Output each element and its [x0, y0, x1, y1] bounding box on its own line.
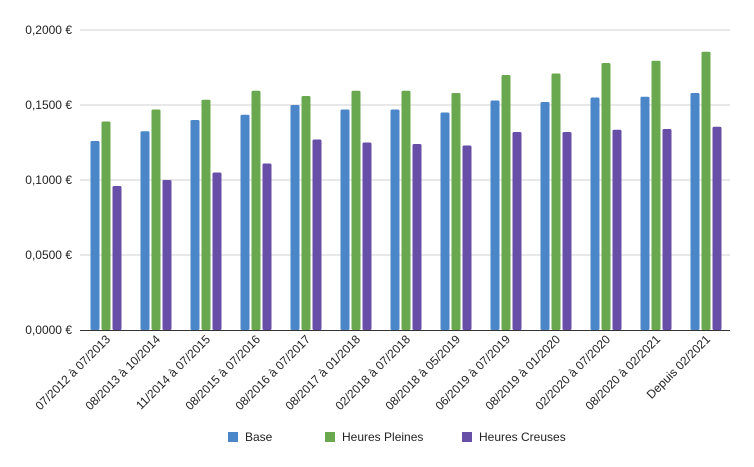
bar-base — [590, 97, 600, 330]
bar-base — [540, 102, 550, 330]
bar-heures-pleines — [101, 121, 111, 330]
legend-swatch — [325, 432, 335, 442]
bar-heures-pleines — [601, 63, 611, 330]
bar-base — [290, 105, 300, 330]
bar-heures-pleines — [701, 51, 711, 330]
bar-heures-creuses — [362, 142, 372, 330]
bar-base — [390, 109, 400, 330]
bar-heures-pleines — [651, 60, 661, 330]
bar-heures-creuses — [712, 126, 722, 330]
bar-heures-creuses — [112, 186, 122, 330]
bar-heures-creuses — [412, 144, 422, 330]
bar-heures-pleines — [551, 73, 561, 330]
bar-heures-creuses — [312, 139, 322, 330]
bar-heures-pleines — [451, 93, 461, 330]
bar-heures-creuses — [612, 129, 622, 330]
bar-base — [240, 114, 250, 330]
y-tick-label: 0,0000 € — [25, 323, 72, 337]
bar-heures-creuses — [212, 172, 222, 330]
bar-heures-pleines — [301, 96, 311, 330]
bar-heures-creuses — [662, 129, 672, 330]
legend-label: Base — [245, 430, 273, 444]
bar-heures-creuses — [262, 163, 272, 330]
bar-base — [440, 112, 450, 330]
legend-swatch — [228, 432, 238, 442]
legend-swatch — [462, 432, 472, 442]
bar-heures-pleines — [351, 90, 361, 330]
bar-heures-creuses — [162, 180, 172, 330]
y-tick-label: 0,0500 € — [25, 248, 72, 262]
bar-heures-pleines — [201, 99, 211, 330]
legend-label: Heures Creuses — [479, 430, 566, 444]
bar-base — [690, 93, 700, 330]
y-tick-label: 0,2000 € — [25, 23, 72, 37]
bar-base — [340, 109, 350, 330]
bar-base — [140, 131, 150, 330]
bar-base — [640, 96, 650, 330]
bar-heures-pleines — [151, 109, 161, 330]
bar-heures-creuses — [512, 132, 522, 330]
bar-heures-creuses — [562, 132, 572, 330]
bar-heures-creuses — [462, 145, 472, 330]
legend-label: Heures Pleines — [342, 430, 423, 444]
y-tick-label: 0,1500 € — [25, 98, 72, 112]
bar-heures-pleines — [501, 75, 511, 330]
y-tick-label: 0,1000 € — [25, 173, 72, 187]
bar-base — [490, 100, 500, 330]
bar-base — [90, 141, 100, 330]
bar-heures-pleines — [251, 90, 261, 330]
bar-base — [190, 120, 200, 330]
bar-heures-pleines — [401, 90, 411, 330]
